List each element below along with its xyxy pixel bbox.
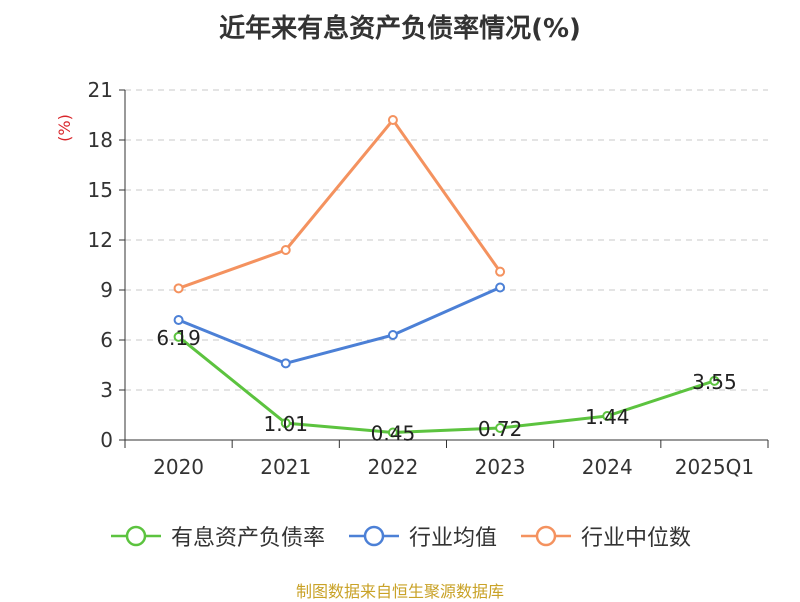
data-point: [495, 423, 506, 433]
legend-item[interactable]: 行业均值: [347, 520, 497, 552]
series-line: [177, 335, 715, 434]
legend-label: 行业均值: [408, 526, 497, 551]
y-tick-label: 0: [100, 428, 113, 452]
series-line: [178, 286, 501, 365]
x-tick-label: 2023: [475, 455, 526, 479]
x-tick-label: 2021: [260, 455, 311, 479]
data-label: 1.44: [585, 405, 630, 429]
legend-label: 有息资产负债率: [170, 526, 325, 551]
data-point: [387, 330, 398, 340]
data-point: [387, 427, 398, 438]
y-tick-label: 6: [100, 328, 113, 352]
chart-title: 近年来有息资产负债率情况(%): [219, 14, 581, 44]
data-point: [173, 331, 184, 342]
legend-marker-icon: [348, 525, 399, 547]
y-tick-label: 9: [100, 278, 113, 302]
data-point: [280, 245, 291, 255]
x-tick-label: 2020: [153, 455, 204, 479]
y-tick-label: 15: [88, 178, 113, 202]
x-tick-label: 2024: [582, 455, 633, 479]
data-label: 3.55: [692, 370, 737, 394]
data-label: 0.45: [371, 422, 416, 446]
legend-label: 行业中位数: [581, 526, 692, 551]
data-label: 0.72: [478, 417, 523, 441]
y-axis-label: (%): [55, 114, 74, 142]
legend: 有息资产负债率 行业均值 行业中位数: [0, 520, 800, 552]
y-tick-label: 12: [88, 228, 113, 252]
data-point: [495, 266, 506, 277]
legend-marker-icon: [521, 525, 571, 547]
series-lines: [173, 115, 720, 438]
x-tick-label: 2025Q1: [675, 455, 754, 479]
legend-item[interactable]: 有息资产负债率: [109, 520, 325, 552]
data-point: [602, 411, 613, 421]
grid-lines: [125, 89, 768, 391]
data-point: [280, 358, 291, 369]
data-point: [495, 282, 506, 293]
data-point: [173, 315, 184, 325]
data-labels: 6.19 1.01 0.45 0.72 1.44 3.55: [156, 326, 736, 446]
axes: 0 3 6 9 12 15 18 21 (%) 2020 2021 2022 2023 2024 2025Q…: [55, 78, 769, 479]
y-tick-label: 3: [100, 378, 113, 402]
data-point: [173, 283, 184, 294]
data-label: 6.19: [156, 326, 201, 350]
y-tick-label: 21: [88, 78, 113, 102]
data-point: [280, 418, 291, 429]
x-tick-label: 2022: [367, 455, 418, 479]
y-tick-label: 18: [88, 128, 113, 152]
data-label: 1.01: [263, 412, 308, 436]
data-point: [387, 115, 398, 125]
data-point: [709, 375, 720, 386]
source-note: 制图数据来自恒生聚源数据库: [295, 582, 504, 601]
series-line: [178, 118, 502, 290]
legend-item[interactable]: 行业中位数: [519, 520, 691, 552]
legend-marker-icon: [110, 525, 161, 547]
